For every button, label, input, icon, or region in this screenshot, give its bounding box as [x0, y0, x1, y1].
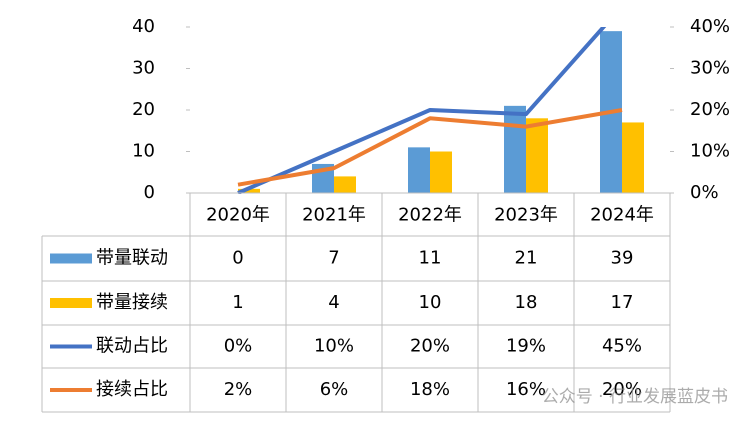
bar [408, 147, 430, 193]
y-tick-label: 10 [132, 141, 155, 162]
y2-tick-label: 20% [690, 99, 730, 120]
bar [334, 176, 356, 193]
table-value: 11 [419, 248, 442, 269]
line [237, 27, 607, 194]
y2-tick-label: 0% [690, 182, 719, 203]
bar [526, 118, 548, 193]
table-value: 10 [419, 292, 442, 313]
x-tick-label: 2020年 [206, 205, 270, 226]
x-tick-label: 2022年 [398, 205, 462, 226]
line [237, 108, 623, 187]
legend-key [50, 298, 92, 308]
table-value: 45% [602, 336, 642, 357]
table-value: 4 [328, 292, 339, 313]
table-value: 10% [314, 336, 354, 357]
table-value: 20% [410, 336, 450, 357]
table-value: 0 [232, 248, 243, 269]
legend-label: 接续占比 [96, 379, 168, 400]
legend-label: 带量联动 [96, 248, 168, 269]
table-value: 19% [506, 336, 546, 357]
table-value: 20% [602, 379, 642, 400]
bar [504, 105, 526, 193]
table-value: 16% [506, 379, 546, 400]
table-value: 2% [224, 379, 253, 400]
y2-tick-label: 30% [690, 58, 730, 79]
table-value: 18 [515, 292, 538, 313]
plot-area [237, 27, 644, 194]
legend-key [50, 253, 92, 264]
table-value: 1 [232, 292, 243, 313]
y-tick-label: 20 [132, 99, 155, 120]
x-tick-label: 2024年 [590, 205, 654, 226]
legend-label: 联动占比 [96, 336, 168, 357]
y2-tick-label: 10% [690, 141, 730, 162]
table-value: 7 [328, 248, 339, 269]
table-value: 39 [611, 248, 634, 269]
y-tick-label: 30 [132, 58, 155, 79]
watermark: 公众号 · 行业发展蓝皮书 [542, 387, 728, 407]
y2-tick-label: 40% [690, 16, 730, 37]
y-tick-label: 40 [132, 16, 155, 37]
x-tick-label: 2021年 [302, 205, 366, 226]
table-value: 18% [410, 379, 450, 400]
bar [238, 188, 260, 193]
bar [430, 151, 452, 193]
legend-label: 带量接续 [96, 292, 168, 313]
table-value: 6% [320, 379, 349, 400]
y-tick-label: 0 [144, 182, 155, 203]
x-tick-label: 2023年 [494, 205, 558, 226]
bar [622, 122, 644, 193]
table-value: 17 [611, 292, 634, 313]
table-value: 0% [224, 336, 253, 357]
table-value: 21 [515, 248, 538, 269]
